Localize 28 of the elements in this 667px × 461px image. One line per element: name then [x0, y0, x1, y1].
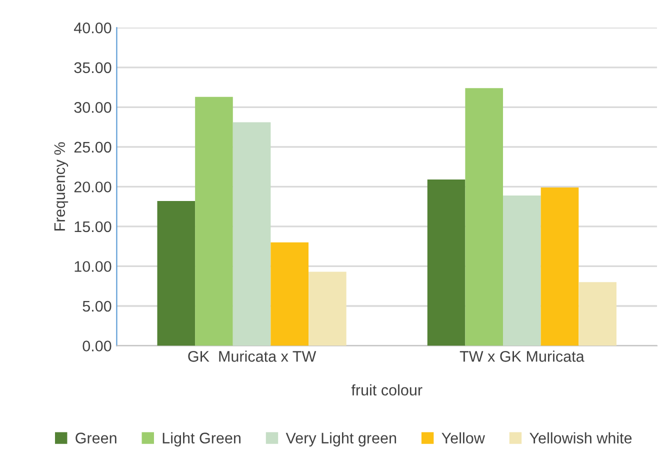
y-tick-label: 25.00	[74, 142, 112, 153]
y-tick-label: 10.00	[74, 261, 112, 272]
bar	[540, 188, 579, 346]
y-tick-label: 5.00	[82, 300, 112, 312]
y-tick-label: 20.00	[74, 182, 112, 192]
bar	[270, 242, 309, 346]
bar	[465, 88, 504, 346]
bar	[157, 201, 196, 346]
y-tick-label: 35.00	[74, 62, 112, 74]
bar	[427, 180, 466, 346]
bar	[503, 195, 541, 346]
x-axis-title: fruit colour	[351, 384, 422, 396]
y-tick-label: 0.00	[82, 340, 112, 352]
legend-label: Yellowish white	[530, 432, 632, 444]
legend-label: Green	[76, 432, 116, 444]
y-tick-label: 15.00	[74, 221, 112, 232]
bar	[232, 122, 271, 346]
x-tick-label: TW x GK Muricata	[460, 350, 584, 362]
y-tick-label: 40.00	[74, 22, 112, 34]
y-axis-title: Frequency %	[54, 142, 68, 230]
bar	[578, 282, 616, 346]
x-tick-label: GK Muricata x TW	[188, 350, 316, 362]
legend-label: Very Light green	[286, 432, 396, 447]
bar	[308, 272, 346, 346]
y-tick-label: 30.00	[74, 102, 112, 113]
legend-label: Light Green	[162, 432, 240, 447]
bar	[195, 96, 233, 346]
legend-label: Yellow	[442, 432, 485, 444]
